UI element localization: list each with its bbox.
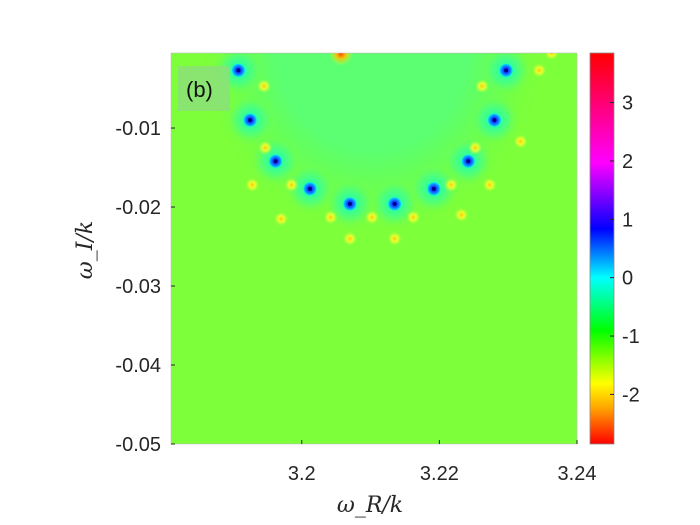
minimum-center <box>466 159 471 164</box>
panel-label: (b) <box>186 77 213 102</box>
y-axis-ticks: -0.01 -0.02 -0.03 -0.04 -0.05 <box>115 118 175 456</box>
minimum-center <box>248 118 253 123</box>
minimum-center <box>347 201 352 206</box>
x-tick-label: 3.24 <box>558 463 597 485</box>
maximum-point <box>513 134 528 149</box>
minimum-center <box>273 159 278 164</box>
y-tick-label: -0.05 <box>115 434 161 456</box>
maximum-point <box>475 79 490 94</box>
plot-area <box>170 52 578 445</box>
colorbar-gradient <box>590 53 614 444</box>
maximum-point <box>387 231 402 246</box>
colorbar-tick-label: 2 <box>622 151 633 173</box>
y-tick-label: -0.04 <box>115 355 161 377</box>
colorbar-tick-label: 0 <box>622 268 633 290</box>
colorbar: 3 2 1 0 -1 -2 <box>589 52 640 445</box>
minimum-center <box>431 186 436 191</box>
heatmap-features <box>198 53 559 246</box>
y-tick-label: -0.01 <box>115 118 161 140</box>
maximum-point <box>245 177 260 192</box>
colorbar-tick-label: -2 <box>622 384 640 406</box>
colorbar-tick-label: -1 <box>622 326 640 348</box>
plot-border <box>170 52 578 445</box>
x-axis-ticks: 3.2 3.22 3.24 <box>288 440 597 485</box>
maximum-point <box>444 177 459 192</box>
x-tick-label: 3.2 <box>288 463 316 485</box>
colorbar-tick-label: 1 <box>622 209 633 231</box>
maximum-point <box>258 140 273 155</box>
colorbar-ticks: 3 2 1 0 -1 -2 <box>610 93 640 406</box>
maximum-point <box>454 207 469 222</box>
colorbar-tick-label: 3 <box>622 93 633 115</box>
maximum-point <box>274 211 289 226</box>
maximum-point <box>532 63 547 78</box>
maximum-point <box>342 231 357 246</box>
y-tick-label: -0.03 <box>115 276 161 298</box>
minimum-center <box>308 186 313 191</box>
maximum-point <box>323 210 338 225</box>
maximum-point <box>328 53 353 66</box>
maximum-point <box>284 177 299 192</box>
maximum-point <box>256 79 271 94</box>
y-tick-label: -0.02 <box>115 197 161 219</box>
maximum-point <box>406 210 421 225</box>
x-axis-label: ω_R/k <box>337 493 403 518</box>
y-axis-label: ω_I/k <box>73 221 98 279</box>
colorbar-border <box>589 52 615 445</box>
minimum-center <box>392 201 397 206</box>
panel-label-box: (b) <box>178 66 230 111</box>
minimum-center <box>504 68 509 73</box>
maximum-point <box>544 53 559 60</box>
minimum-center <box>492 118 497 123</box>
maximum-point <box>364 210 379 225</box>
minimum-center <box>236 68 241 73</box>
maximum-point <box>468 140 483 155</box>
x-tick-label: 3.22 <box>420 463 459 485</box>
maximum-point <box>482 177 497 192</box>
